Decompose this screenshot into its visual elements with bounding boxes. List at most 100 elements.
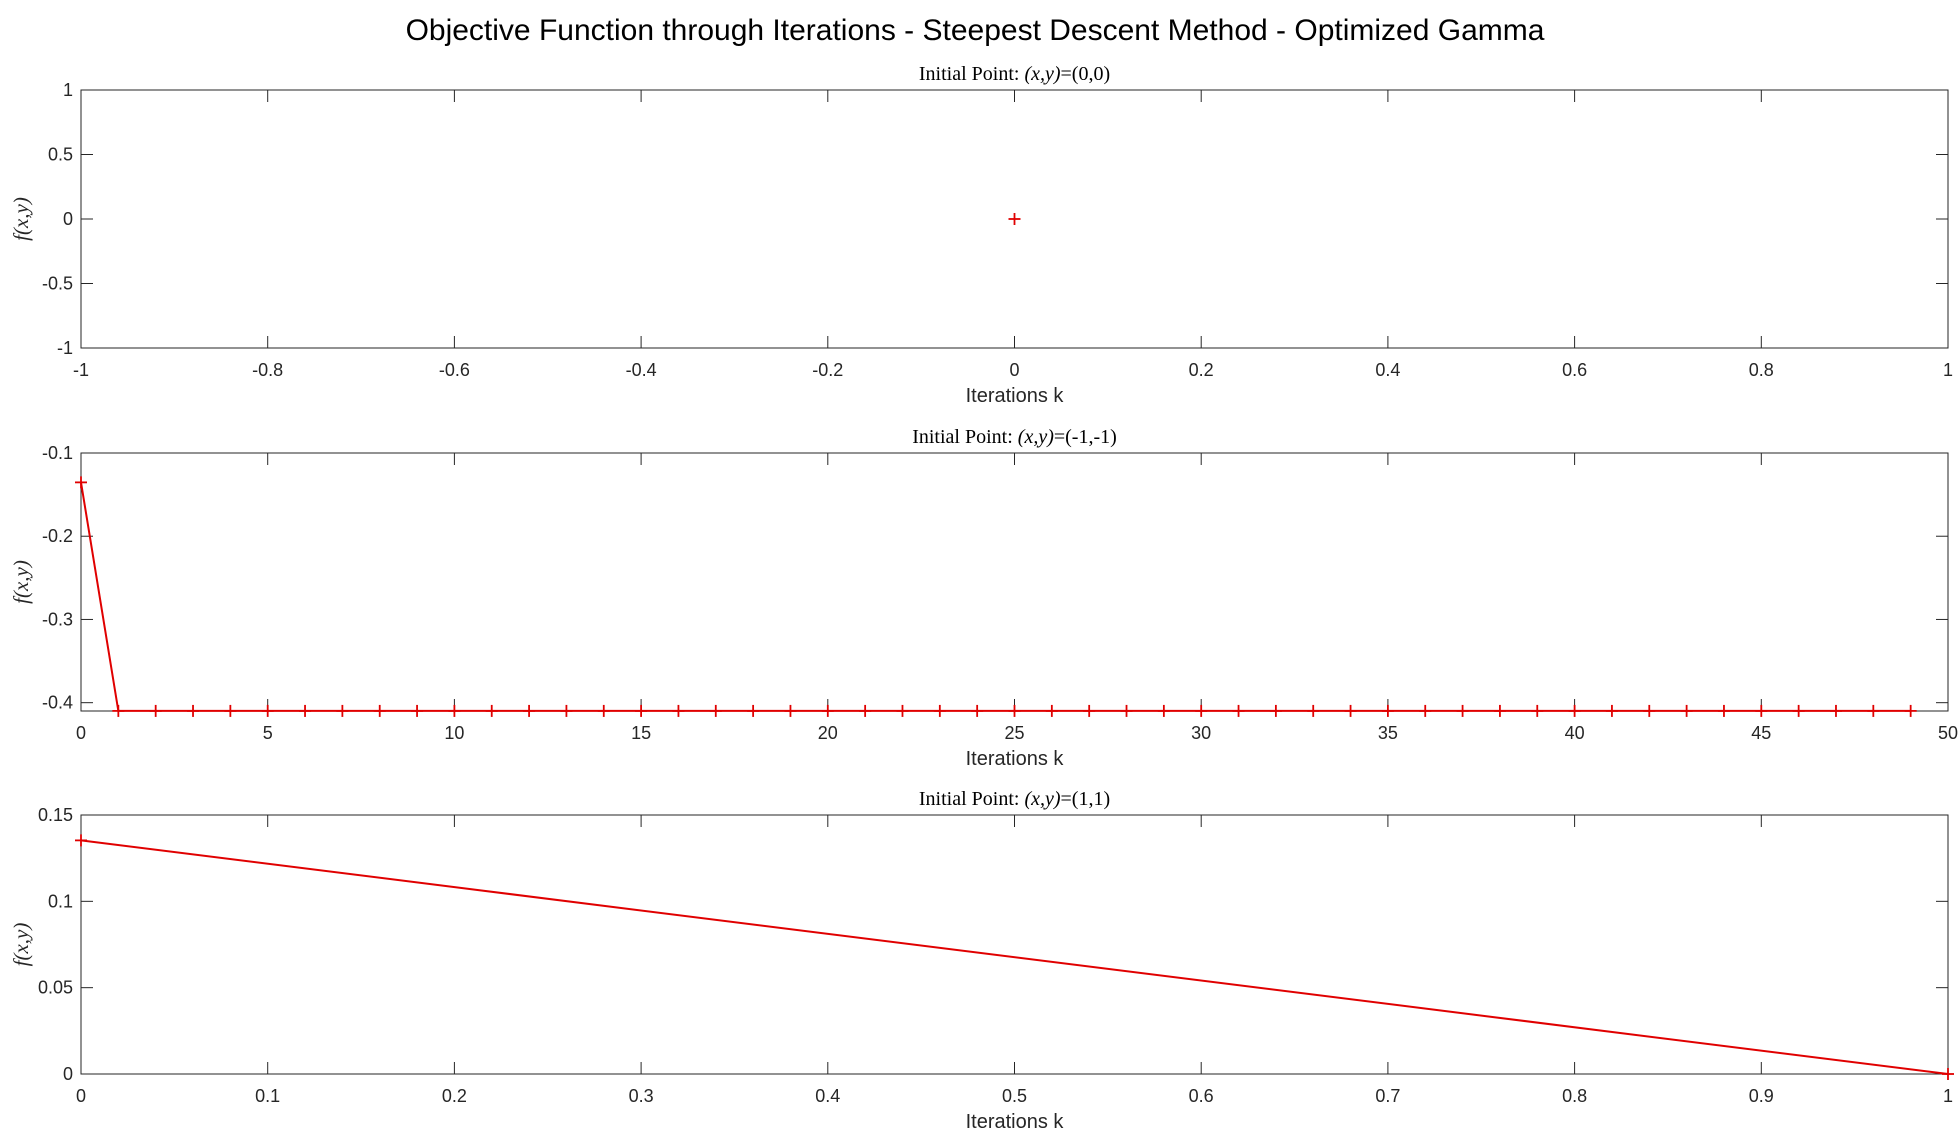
x-tick-label: 1	[1943, 1086, 1953, 1106]
y-tick-label: 0.1	[48, 891, 73, 911]
data-point	[411, 704, 424, 717]
data-point	[1493, 704, 1506, 717]
data-point	[1008, 213, 1021, 225]
data-point	[747, 704, 760, 717]
x-axis-label: Iterations k	[966, 385, 1065, 407]
x-tick-label: 1	[1943, 360, 1953, 380]
data-point	[1568, 704, 1581, 717]
x-tick-label: 0	[76, 723, 86, 743]
x-tick-label: 0.8	[1749, 360, 1774, 380]
data-point	[299, 704, 312, 717]
data-point	[1643, 704, 1656, 717]
y-tick-label: 0.5	[48, 145, 73, 165]
data-point	[1195, 704, 1208, 717]
data-point	[187, 704, 200, 717]
x-tick-label: -0.6	[439, 360, 470, 380]
data-point	[336, 704, 349, 717]
x-axis-label: Iterations k	[966, 748, 1065, 770]
data-point	[821, 704, 834, 717]
data-point	[784, 704, 797, 717]
y-tick-label: 0	[63, 1064, 73, 1084]
y-tick-label: -0.5	[42, 274, 73, 294]
subplot-title-prefix: Initial Point:	[919, 788, 1025, 810]
data-point	[373, 704, 386, 717]
y-tick-label: 1	[63, 80, 73, 100]
x-axis-label: Iterations k	[966, 1111, 1065, 1133]
data-point	[1531, 704, 1544, 717]
data-point	[112, 704, 125, 717]
subplot-title-math: (x,y)	[1024, 788, 1060, 810]
x-tick-label: 20	[818, 723, 838, 743]
x-tick-label: -1	[73, 360, 89, 380]
data-point	[1157, 704, 1170, 717]
y-tick-label: 0	[63, 209, 73, 229]
data-point	[933, 704, 946, 717]
data-point	[1680, 704, 1693, 717]
x-tick-label: -0.2	[812, 360, 843, 380]
subplot-title-prefix: Initial Point:	[912, 426, 1018, 448]
y-tick-label: -0.3	[42, 609, 73, 629]
data-point	[1344, 704, 1357, 717]
x-tick-label: 0	[76, 1086, 86, 1106]
subplot-title-suffix: =(0,0)	[1061, 63, 1111, 85]
y-axis-label: f(x,y)	[9, 197, 33, 241]
x-tick-label: 10	[444, 723, 464, 743]
subplot-title-suffix: =(1,1)	[1061, 788, 1111, 810]
y-tick-label: 0.05	[38, 978, 73, 998]
data-point	[224, 704, 237, 717]
data-point	[971, 704, 984, 717]
subplot-1: Initial Point: (x,y)=(0,0) -1 -0.8 -0.6 -0.4…	[9, 63, 1953, 407]
y-tick-label: -0.2	[42, 526, 73, 546]
data-point	[523, 704, 536, 717]
data-point	[597, 704, 610, 717]
subplot-2: Initial Point: (x,y)=(-1,-1) 0 5 10 15 20 25 30…	[9, 426, 1958, 770]
x-tick-label: 40	[1565, 723, 1585, 743]
data-point	[635, 704, 648, 717]
data-point	[709, 704, 722, 717]
axes-box	[80, 814, 1949, 1075]
x-tick-label: 25	[1004, 723, 1024, 743]
y-axis-label: f(x,y)	[9, 923, 33, 967]
x-tick-label: 35	[1378, 723, 1398, 743]
data-point	[1120, 704, 1133, 717]
subplot-title-math: (x,y)	[1018, 426, 1054, 448]
x-tick-label: 0.4	[1375, 360, 1400, 380]
data-point	[896, 704, 909, 717]
data-point	[1829, 704, 1842, 717]
subplot-title: Initial Point: (x,y)=(1,1)	[919, 788, 1110, 810]
data-point	[672, 704, 685, 717]
data-point	[1792, 704, 1805, 717]
data-point	[1717, 704, 1730, 717]
data-point	[261, 704, 274, 717]
data-point	[1008, 704, 1021, 717]
x-tick-label: 5	[263, 723, 273, 743]
x-tick-label: 50	[1938, 723, 1958, 743]
subplot-3: Initial Point: (x,y)=(1,1) 0 0.1 0.2 0.3 0.4 0…	[9, 788, 1954, 1133]
x-tick-label: 0.5	[1002, 1086, 1027, 1106]
data-point	[1867, 704, 1880, 717]
data-point	[1904, 704, 1917, 717]
data-point	[1942, 1068, 1954, 1080]
x-tick-label: 0.3	[629, 1086, 654, 1106]
y-tick-label: -0.4	[42, 693, 73, 713]
y-tick-label: 0.15	[38, 805, 73, 825]
data-point	[1381, 704, 1394, 717]
x-tick-label: -0.8	[252, 360, 283, 380]
axes-box	[80, 452, 1949, 712]
data-point	[1419, 704, 1432, 717]
data-point	[75, 476, 87, 489]
figure-title: Objective Function through Iterations - …	[406, 14, 1545, 47]
x-tick-label: 0.6	[1562, 360, 1587, 380]
y-axis-label: f(x,y)	[9, 560, 33, 604]
subplot-title-prefix: Initial Point:	[919, 63, 1025, 85]
data-point	[485, 704, 498, 717]
data-point	[1755, 704, 1768, 717]
x-tick-label: 15	[631, 723, 651, 743]
data-point	[448, 704, 461, 717]
subplot-title-math: (x,y)	[1024, 63, 1060, 85]
x-tick-label: 0.9	[1749, 1086, 1774, 1106]
x-tick-label: 0.4	[815, 1086, 840, 1106]
x-tick-label: 45	[1751, 723, 1771, 743]
subplots: Initial Point: (x,y)=(0,0)-1 -0.8 -0.6 -0.4…	[9, 63, 1958, 1133]
